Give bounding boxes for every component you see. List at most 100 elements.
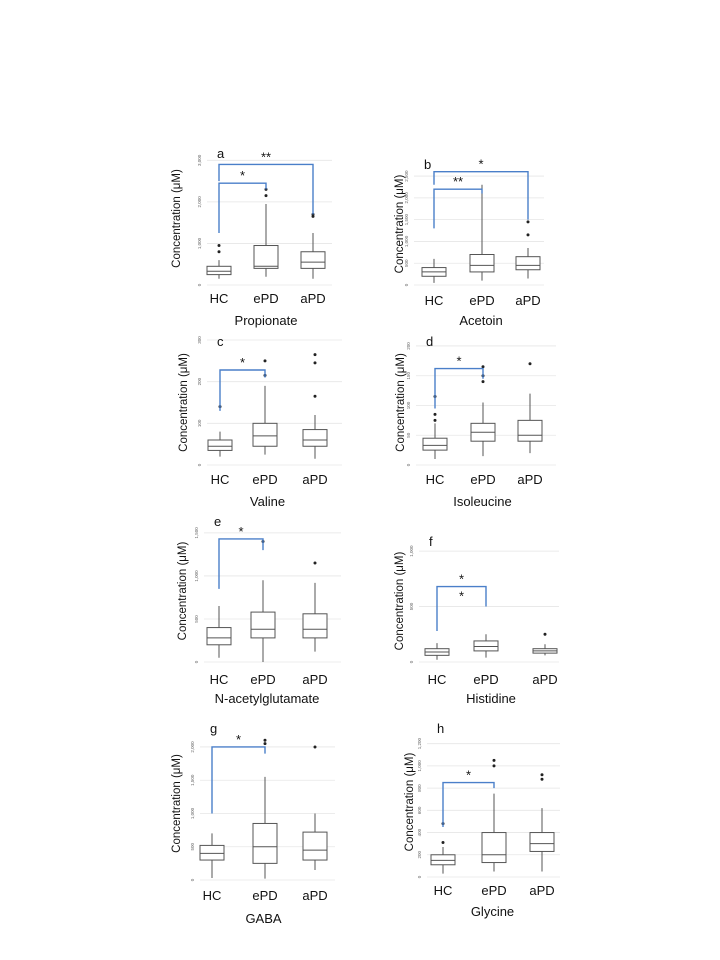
y-axis-label: Concentration (μM): [178, 353, 190, 452]
y-tick-label: 2,500: [404, 170, 409, 182]
box-iqr: [206, 265, 232, 276]
category-label: aPD: [300, 291, 325, 306]
box-iqr: [206, 627, 232, 646]
y-tick-label: 1,500: [404, 214, 409, 226]
y-tick-label: 100: [197, 419, 202, 427]
category-label: HC: [210, 291, 229, 306]
outlier-point: [264, 194, 268, 198]
y-tick-label: 0: [417, 875, 422, 878]
y-tick-label: 3,000: [197, 154, 202, 166]
y-axis-label: Concentration (μM): [171, 169, 183, 268]
outlier-point: [263, 742, 267, 746]
significance-bracket: [434, 367, 484, 409]
chart-panel-a: 0 1,000 2,000 3,000 Concentration (μM) a HC ePD…: [171, 146, 332, 328]
outlier-point: [481, 380, 485, 384]
box-HC: [421, 258, 447, 283]
outlier-point: [313, 361, 317, 365]
box-ePD: [473, 634, 499, 658]
outlier-point: [492, 764, 496, 768]
category-label: ePD: [252, 472, 277, 487]
category-label: HC: [211, 472, 230, 487]
significance-bracket: [433, 188, 483, 229]
y-tick-label: 1,000: [417, 760, 422, 772]
box-iqr: [250, 611, 276, 639]
y-tick-label: 600: [417, 806, 422, 814]
category-label: aPD: [515, 293, 540, 308]
panel-label: g: [210, 721, 217, 736]
outlier-point: [528, 362, 532, 366]
box-ePD: [469, 184, 495, 281]
outlier-point: [313, 745, 317, 749]
category-label: aPD: [532, 672, 557, 687]
panel-label: f: [429, 534, 433, 549]
significance-bracket: [433, 171, 529, 220]
chart-title: GABA: [245, 911, 281, 926]
box-aPD: [300, 212, 326, 279]
significance-label: *: [238, 524, 243, 539]
panel-label: b: [424, 157, 431, 172]
outlier-point: [481, 365, 485, 369]
box-iqr: [302, 613, 328, 639]
box-ePD: [250, 540, 276, 662]
box-iqr: [473, 640, 499, 652]
y-tick-label: 1,000: [404, 235, 409, 247]
category-label: aPD: [517, 472, 542, 487]
y-tick-label: 100: [406, 401, 411, 409]
chart-title: Valine: [250, 494, 285, 509]
outlier-point: [526, 233, 530, 237]
chart-title: N-acetylglutamate: [215, 691, 320, 706]
y-tick-label: 1,000: [190, 807, 195, 819]
category-label: aPD: [529, 883, 554, 898]
y-tick-label: 0: [406, 463, 411, 466]
chart-title: Glycine: [471, 904, 514, 919]
y-axis-label: Concentration (μM): [394, 175, 406, 274]
y-tick-label: 1,500: [190, 774, 195, 786]
outlier-point: [217, 250, 221, 254]
category-label: HC: [210, 672, 229, 687]
significance-bracket: [218, 182, 267, 234]
significance-label: *: [240, 168, 245, 183]
significance-label: **: [453, 174, 463, 189]
outlier-point: [526, 220, 530, 224]
outlier-point: [433, 418, 437, 422]
box-iqr: [300, 251, 326, 269]
category-label: HC: [203, 888, 222, 903]
outlier-point: [492, 758, 496, 762]
significance-label: *: [236, 732, 241, 747]
box-iqr: [529, 832, 555, 852]
y-tick-label: 0: [409, 660, 414, 663]
y-tick-label: 500: [194, 615, 199, 623]
y-axis-label: Concentration (μM): [171, 754, 183, 853]
y-axis-label: Concentration (μM): [177, 542, 189, 641]
category-label: ePD: [470, 472, 495, 487]
panel-label: d: [426, 334, 433, 349]
box-aPD: [302, 561, 328, 652]
significance-bracket: [442, 781, 495, 827]
y-tick-label: 0: [190, 878, 195, 881]
outlier-point: [263, 738, 267, 742]
y-tick-label: 1,000: [197, 237, 202, 249]
y-tick-label: 0: [197, 463, 202, 466]
y-axis-label: Concentration (μM): [395, 353, 407, 452]
box-HC: [430, 822, 456, 874]
box-aPD: [529, 773, 555, 872]
y-tick-label: 500: [190, 842, 195, 850]
significance-label: *: [459, 572, 464, 587]
box-HC: [424, 643, 450, 660]
outlier-point: [217, 244, 221, 248]
category-label: HC: [434, 883, 453, 898]
y-tick-label: 0: [197, 283, 202, 286]
y-tick-label: 2,000: [197, 196, 202, 208]
category-label: ePD: [469, 293, 494, 308]
box-HC: [206, 244, 232, 279]
chart-title: Acetoin: [459, 313, 502, 328]
chart-panel-c: 0 100 200 300 Concentration (μM) c HC ePD aPD * Va…: [178, 334, 342, 509]
box-iqr: [199, 844, 225, 861]
y-tick-label: 0: [404, 283, 409, 286]
category-label: HC: [428, 672, 447, 687]
category-label: ePD: [253, 291, 278, 306]
category-label: aPD: [302, 888, 327, 903]
y-tick-label: 500: [404, 259, 409, 267]
outlier-point: [543, 632, 547, 636]
